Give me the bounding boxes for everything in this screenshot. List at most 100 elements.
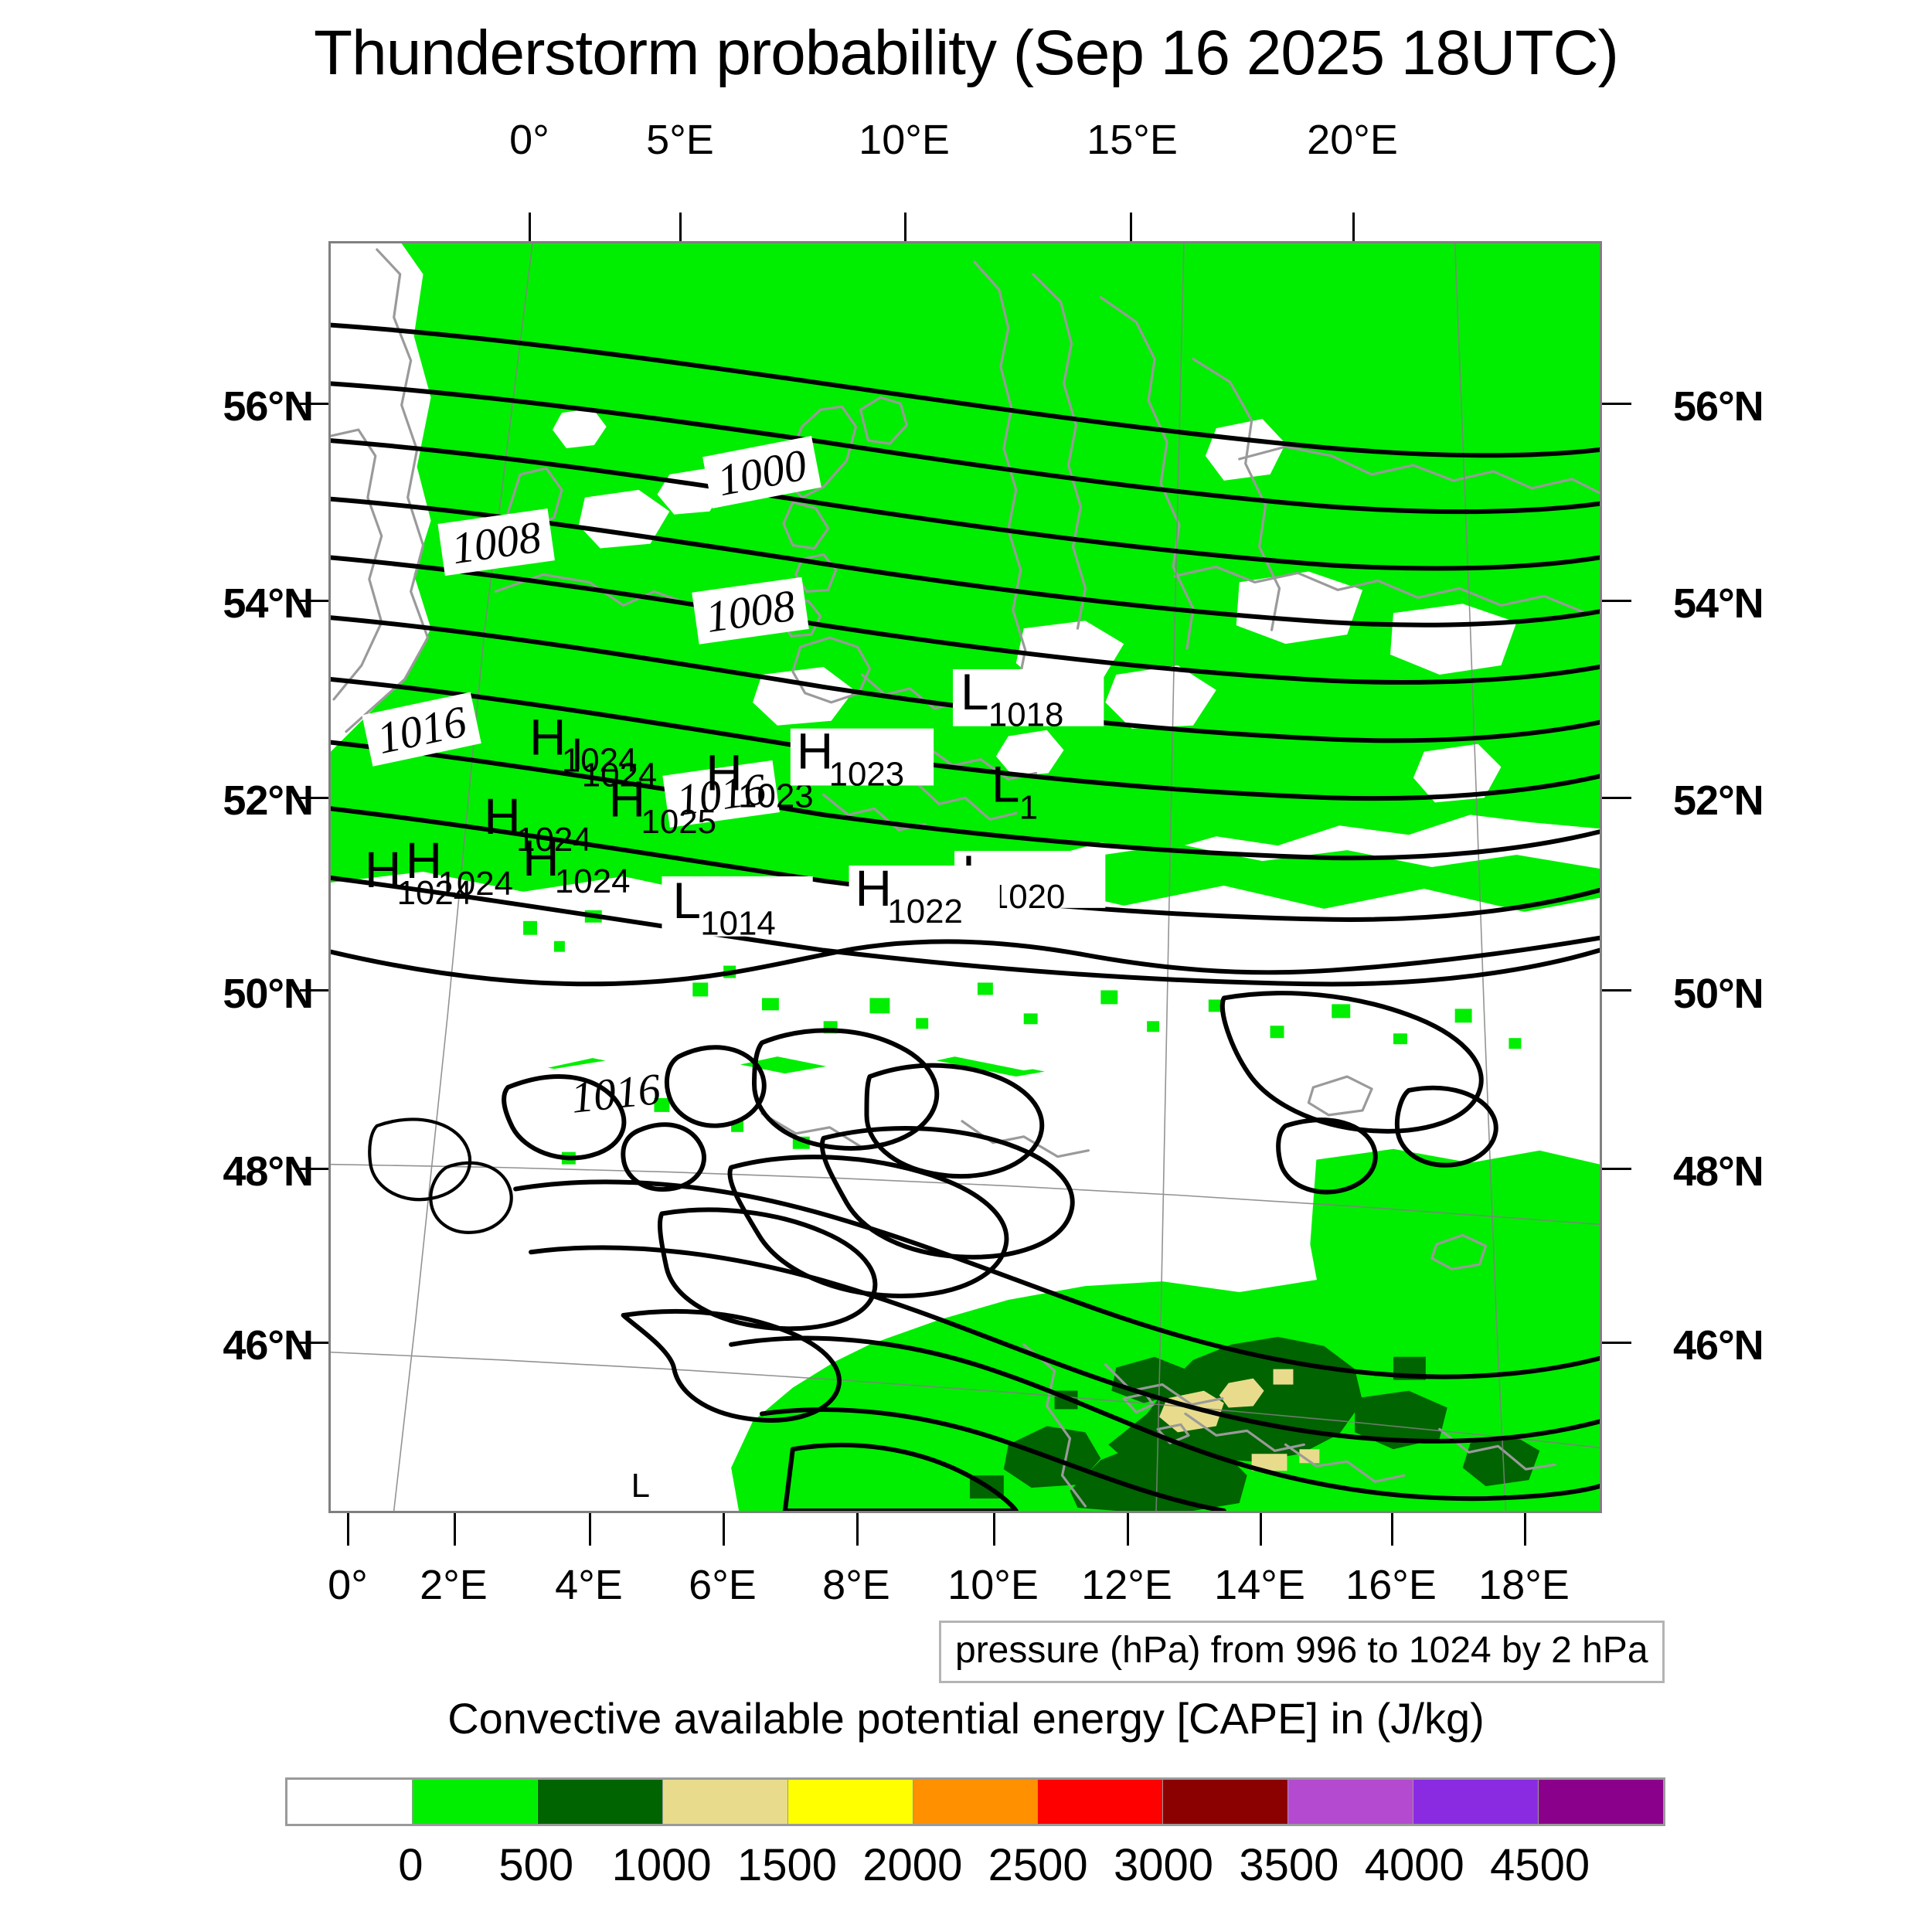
colorbar-tick-label: 4500 (1490, 1840, 1590, 1890)
right-tick-label: 56°N (1673, 383, 1764, 430)
colorbar-segment-3[interactable] (662, 1780, 788, 1824)
svg-text:1024: 1024 (555, 862, 631, 900)
bottom-tick-label: 8°E (822, 1562, 890, 1608)
colorbar-title: Convective available potential energy [C… (447, 1694, 1485, 1743)
svg-text:1024: 1024 (437, 865, 513, 903)
colorbar-segment-8[interactable] (1288, 1780, 1414, 1824)
svg-text:1016: 1016 (569, 1065, 663, 1123)
colorbar-segment-7[interactable] (1163, 1780, 1289, 1824)
left-tick-label: 46°N (223, 1322, 314, 1369)
map-canvas: 1000 1008 1008 1016 (331, 243, 1600, 1511)
colorbar-segment-6[interactable] (1038, 1780, 1164, 1824)
bottom-tick-label: 4°E (555, 1562, 623, 1608)
svg-text:L: L (992, 755, 1020, 812)
colorbar-tick-label: 3500 (1239, 1840, 1339, 1890)
svg-text:1020: 1020 (990, 878, 1066, 916)
pressure-marker-h: H 1024 (406, 832, 513, 903)
pressure-marker-l-small: L (631, 1467, 650, 1505)
right-tick-label: 52°N (1673, 777, 1764, 824)
colorbar-tick-label: 1500 (736, 1840, 837, 1890)
page-title: Thunderstorm probability (Sep 16 2025 18… (314, 18, 1619, 88)
svg-text:L: L (961, 663, 989, 720)
contour-label-group: 1000 1008 1008 1016 (362, 435, 821, 1123)
pressure-marker-h: H 1022 (849, 859, 1000, 930)
top-tick-label: 5°E (646, 117, 714, 163)
svg-text:1024: 1024 (582, 756, 658, 794)
right-tick-label: 54°N (1673, 580, 1764, 627)
pressure-legend-note: pressure (hPa) from 996 to 1024 by 2 hPa (939, 1621, 1665, 1683)
svg-text:1014: 1014 (700, 905, 776, 943)
colorbar-segment-4[interactable] (787, 1780, 913, 1824)
colorbar-tick-label: 1000 (611, 1840, 712, 1890)
right-tick-label: 50°N (1673, 971, 1764, 1017)
weather-map-panel[interactable]: 1000 1008 1008 1016 (328, 241, 1602, 1513)
bottom-tick-label: 2°E (420, 1562, 488, 1608)
pressure-marker-h: H 1024 (529, 709, 637, 780)
svg-text:H: H (706, 743, 742, 801)
colorbar-segment-1[interactable] (412, 1780, 538, 1824)
top-tick-label: 10°E (859, 117, 950, 163)
pressure-marker-h: H 1025 (609, 770, 716, 841)
graticule (331, 243, 1600, 1511)
svg-text:1018: 1018 (988, 696, 1064, 734)
bottom-tick-label: 18°E (1478, 1562, 1570, 1608)
left-tick-label: 56°N (223, 383, 314, 430)
svg-text:H: H (406, 832, 442, 889)
bottom-tick-label: 6°E (689, 1562, 757, 1608)
colorbar-tick-label: 2000 (862, 1840, 963, 1890)
pressure-marker-h: H 1024 (522, 829, 630, 900)
pressure-extrema-group: H 1024 I 1024 H 1023 H 1023 (365, 663, 1106, 1505)
top-tick-label: 20°E (1307, 117, 1398, 163)
svg-text:L: L (672, 872, 701, 929)
svg-text:1024: 1024 (397, 874, 473, 912)
svg-text:H: H (529, 709, 566, 766)
svg-text:H: H (365, 841, 401, 898)
pressure-marker-l: L 1018 (953, 663, 1104, 734)
colorbar-segment-9[interactable] (1413, 1780, 1539, 1824)
top-tick-label: 15°E (1087, 117, 1178, 163)
bottom-tick-label: 14°E (1214, 1562, 1305, 1608)
svg-text:H: H (522, 829, 559, 886)
right-tick-label: 46°N (1673, 1322, 1764, 1369)
colorbar-tick-label: 3000 (1114, 1840, 1214, 1890)
isobar-contours-thin (368, 1117, 513, 1234)
pressure-marker-h: H 1023 (706, 743, 813, 815)
cape-colorbar[interactable] (285, 1777, 1665, 1826)
left-tick-label: 48°N (223, 1148, 314, 1195)
bottom-tick-label: 16°E (1345, 1562, 1437, 1608)
svg-text:H: H (855, 859, 892, 917)
left-tick-label: 50°N (223, 971, 314, 1017)
colorbar-segment-2[interactable] (537, 1780, 663, 1824)
pressure-marker-h: H 1024 (484, 787, 591, 859)
svg-text:H: H (484, 787, 520, 845)
left-tick-label: 52°N (223, 777, 314, 824)
bottom-tick-label: 12°E (1081, 1562, 1172, 1608)
pressure-marker-l: L 1014 (662, 872, 813, 943)
colorbar-tick-label: 0 (398, 1840, 423, 1890)
right-tick-label: 48°N (1673, 1148, 1764, 1195)
svg-text:1022: 1022 (887, 893, 963, 930)
svg-text:1024: 1024 (562, 741, 638, 779)
svg-text:H: H (609, 770, 645, 827)
svg-text:1025: 1025 (641, 803, 717, 841)
colorbar-tick-label: 4000 (1364, 1840, 1464, 1890)
svg-text:H: H (797, 723, 833, 780)
svg-text:L: L (631, 1467, 650, 1505)
top-tick-label: 0° (509, 117, 549, 163)
svg-text:1024: 1024 (516, 821, 592, 859)
pressure-marker-i: I 1024 (571, 730, 657, 794)
colorbar-tick-label: 2500 (988, 1840, 1088, 1890)
pressure-marker-h: H 1023 (790, 723, 934, 793)
left-tick-label: 54°N (223, 580, 314, 627)
pressure-marker-h: H 1024 (365, 841, 472, 912)
pressure-marker-l: L 1 (992, 755, 1038, 826)
colorbar-segment-0[interactable] (287, 1780, 413, 1824)
svg-text:1: 1 (1019, 788, 1038, 826)
cape-colorbar-ticks: 0 500 1000 1500 2000 2500 3000 3500 4000 4500 (285, 1839, 1665, 1901)
colorbar-segment-5[interactable] (913, 1780, 1039, 1824)
colorbar-tick-label: 500 (498, 1840, 574, 1890)
colorbar-segment-10[interactable] (1539, 1780, 1663, 1824)
svg-text:I: I (571, 730, 583, 780)
bottom-tick-label: 10°E (947, 1562, 1039, 1608)
bottom-tick-label: 0° (328, 1562, 368, 1608)
